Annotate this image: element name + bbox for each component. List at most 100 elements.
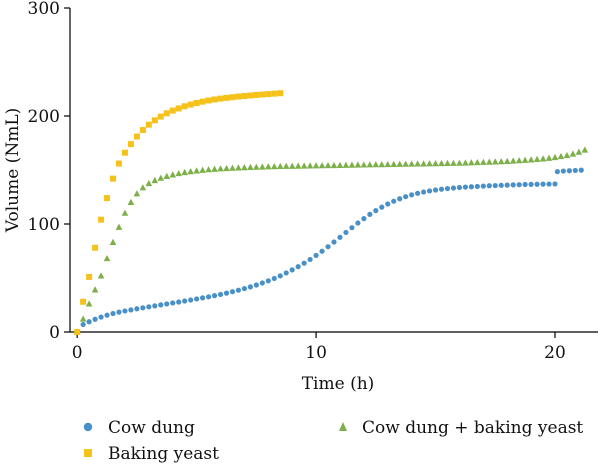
point-cow-dung [534, 181, 540, 187]
point-cow-dung-baking-yeast [420, 160, 427, 167]
point-cow-dung-baking-yeast [187, 168, 194, 175]
point-cow-dung [403, 194, 409, 200]
series-cow-dung-baking-yeast [73, 146, 589, 335]
point-baking-yeast [74, 329, 81, 335]
point-cow-dung-baking-yeast [193, 167, 200, 174]
point-cow-dung-baking-yeast [396, 160, 404, 167]
point-cow-dung-baking-yeast [241, 164, 248, 171]
legend-label-baking-yeast: Baking yeast [108, 444, 219, 464]
point-cow-dung-baking-yeast [527, 156, 535, 163]
point-baking-yeast [133, 133, 140, 140]
point-cow-dung-baking-yeast [551, 153, 559, 161]
point-cow-dung [319, 248, 325, 254]
legend-item-cow-dung-baking-yeast: Cow dung + baking yeast [339, 418, 583, 438]
point-baking-yeast [157, 113, 164, 120]
point-baking-yeast [151, 117, 158, 124]
point-cow-dung-baking-yeast [217, 165, 224, 172]
point-cow-dung-baking-yeast [474, 158, 481, 166]
point-baking-yeast [259, 91, 266, 98]
y-tick-label: 0 [49, 323, 60, 343]
point-cow-dung [235, 287, 242, 293]
point-cow-dung [247, 284, 253, 290]
point-cow-dung [152, 303, 158, 309]
legend-marker-baking-yeast [84, 449, 92, 457]
point-cow-dung [415, 190, 421, 196]
legend-item-baking-yeast: Baking yeast [84, 444, 219, 464]
point-cow-dung-baking-yeast [581, 146, 589, 153]
point-cow-dung [540, 181, 546, 187]
point-baking-yeast [211, 96, 218, 103]
point-cow-dung [438, 186, 445, 192]
point-cow-dung [277, 273, 283, 279]
point-cow-dung-baking-yeast [253, 163, 260, 170]
point-cow-dung [578, 167, 584, 173]
point-cow-dung-baking-yeast [557, 152, 565, 160]
point-cow-dung-baking-yeast [485, 158, 493, 165]
point-cow-dung-baking-yeast [163, 172, 171, 179]
point-cow-dung [456, 184, 463, 191]
point-cow-dung-baking-yeast [145, 179, 153, 187]
point-cow-dung-baking-yeast [348, 161, 356, 168]
point-cow-dung-baking-yeast [157, 174, 165, 181]
point-baking-yeast [169, 107, 176, 114]
y-tick-label: 300 [28, 0, 60, 19]
point-cow-dung [468, 184, 474, 190]
point-cow-dung [205, 294, 212, 300]
point-baking-yeast [265, 91, 272, 98]
point-cow-dung-baking-yeast [444, 159, 451, 167]
point-cow-dung [480, 183, 486, 189]
point-cow-dung [158, 302, 164, 308]
point-cow-dung-baking-yeast [91, 286, 99, 293]
point-cow-dung [444, 185, 451, 192]
point-cow-dung [259, 280, 265, 286]
point-cow-dung [241, 285, 248, 292]
point-cow-dung [104, 312, 110, 318]
point-cow-dung-baking-yeast [575, 148, 583, 155]
point-baking-yeast [181, 103, 188, 110]
point-cow-dung [110, 310, 116, 317]
point-cow-dung [194, 296, 200, 302]
point-cow-dung-baking-yeast [211, 165, 218, 172]
point-cow-dung-baking-yeast [336, 161, 344, 168]
point-cow-dung [379, 204, 385, 210]
point-cow-dung-baking-yeast [288, 162, 296, 169]
point-cow-dung [492, 182, 498, 189]
point-cow-dung-baking-yeast [121, 209, 129, 216]
point-baking-yeast [199, 98, 206, 105]
point-cow-dung [229, 289, 236, 295]
point-cow-dung-baking-yeast [414, 160, 421, 167]
point-cow-dung-baking-yeast [97, 272, 105, 279]
point-cow-dung [554, 169, 560, 175]
point-cow-dung-baking-yeast [426, 160, 433, 167]
point-cow-dung [343, 229, 349, 236]
point-baking-yeast [187, 101, 194, 108]
point-cow-dung [325, 244, 331, 250]
point-cow-dung-baking-yeast [175, 169, 183, 177]
point-cow-dung [349, 225, 355, 231]
point-cow-dung-baking-yeast [133, 190, 141, 197]
point-cow-dung-baking-yeast [545, 154, 553, 161]
point-cow-dung [313, 252, 319, 259]
point-cow-dung [283, 270, 289, 276]
point-cow-dung [170, 300, 176, 306]
point-cow-dung-baking-yeast [229, 164, 236, 171]
point-baking-yeast [217, 95, 224, 102]
point-cow-dung [566, 168, 572, 174]
point-cow-dung [182, 298, 188, 304]
point-cow-dung [80, 321, 86, 328]
legend-label-cow-dung-baking-yeast: Cow dung + baking yeast [362, 418, 583, 438]
point-cow-dung-baking-yeast [139, 184, 147, 191]
point-cow-dung [373, 208, 379, 214]
point-cow-dung [486, 183, 492, 189]
point-cow-dung [134, 306, 140, 312]
point-cow-dung-baking-yeast [438, 159, 445, 167]
point-baking-yeast [104, 195, 111, 202]
point-cow-dung-baking-yeast [456, 159, 463, 166]
point-baking-yeast [253, 91, 260, 98]
point-baking-yeast [80, 298, 87, 305]
y-tick-label: 100 [28, 215, 60, 235]
point-cow-dung-baking-yeast [330, 161, 338, 169]
point-cow-dung-baking-yeast [151, 176, 159, 184]
